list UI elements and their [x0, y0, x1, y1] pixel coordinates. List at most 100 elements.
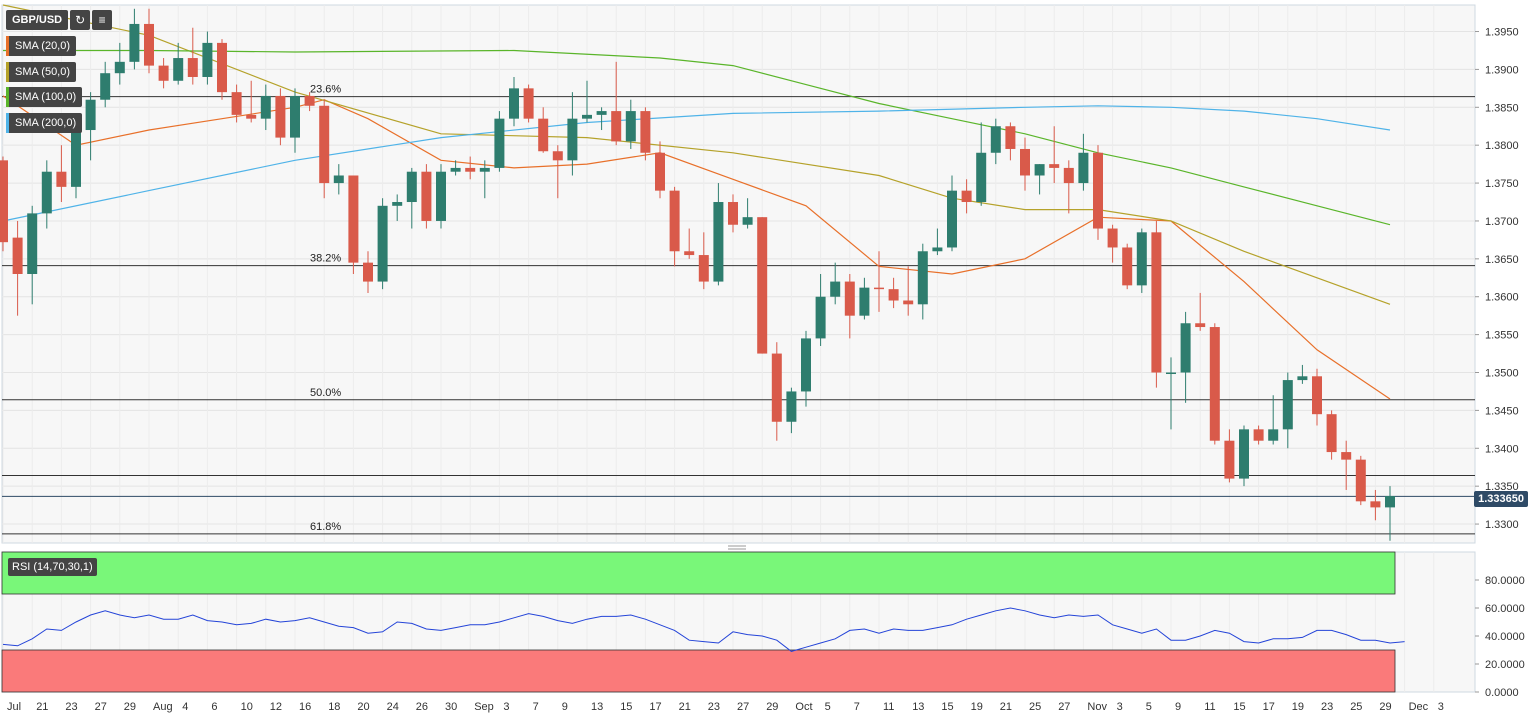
y-tick-label: 1.3450 — [1485, 405, 1519, 417]
indicators-icon[interactable]: ≡ — [92, 10, 113, 30]
candle-body — [786, 391, 797, 422]
candle — [1282, 372, 1293, 449]
candle-body — [1355, 459, 1366, 502]
rsi-label[interactable]: RSI (14,70,30,1) — [8, 558, 97, 576]
x-tick-label: 23 — [708, 701, 720, 713]
candle-body — [27, 213, 38, 274]
candle-body — [1195, 323, 1206, 328]
candle-body — [625, 111, 636, 142]
candle-body — [669, 190, 680, 252]
candle — [625, 99, 636, 149]
candle — [1312, 368, 1322, 426]
candle-body — [859, 287, 870, 316]
x-tick-label: 23 — [65, 701, 77, 713]
legend-sma-200[interactable]: SMA (200,0) — [6, 113, 83, 133]
x-tick-label: 25 — [1350, 701, 1362, 713]
candle — [947, 175, 957, 252]
rsi-overbought-zone — [1, 551, 1396, 595]
x-tick-label: 19 — [971, 701, 983, 713]
x-tick-label: 29 — [124, 701, 136, 713]
candle — [874, 251, 884, 312]
candle-body — [655, 152, 665, 191]
candle-body — [246, 114, 257, 119]
legend-sma-50[interactable]: SMA (50,0) — [6, 62, 77, 82]
candle-body — [1093, 152, 1103, 229]
candle — [333, 164, 344, 195]
candle — [1355, 455, 1366, 506]
x-tick-label: 3 — [1438, 701, 1444, 713]
x-tick-label: 30 — [445, 701, 457, 713]
candle — [771, 342, 782, 441]
candle-body — [319, 105, 330, 184]
candle-body — [129, 23, 140, 62]
candle — [144, 8, 154, 74]
candle — [465, 156, 476, 180]
candle-body — [874, 287, 884, 290]
candle — [523, 84, 534, 123]
x-tick-label: 26 — [416, 701, 428, 713]
x-tick-label: 7 — [533, 701, 539, 713]
candle — [1326, 410, 1337, 460]
candle-body — [1385, 496, 1395, 508]
x-tick-label: 27 — [737, 701, 749, 713]
sma-line — [2, 4, 1391, 305]
candle — [1151, 220, 1162, 388]
candle — [290, 88, 300, 153]
candle-body — [187, 58, 198, 77]
symbol-name[interactable]: GBP/USD — [6, 10, 69, 30]
candle-body — [1122, 247, 1133, 286]
candle-body — [1005, 126, 1016, 149]
candle-body — [1107, 228, 1118, 248]
symbol-toolbar: GBP/USD ↻ ≡ — [6, 10, 113, 30]
candle — [27, 205, 38, 305]
x-tick-label: 7 — [854, 701, 860, 713]
candle-body — [290, 95, 300, 138]
candle-body — [801, 338, 811, 392]
y-tick-label: 1.3950 — [1485, 27, 1519, 39]
candle-body — [1209, 327, 1220, 441]
candle-body — [406, 171, 417, 203]
candle — [450, 160, 461, 176]
candle — [85, 92, 96, 161]
y-tick-label: 1.3900 — [1485, 64, 1519, 76]
candle — [815, 274, 826, 346]
candle — [669, 186, 680, 267]
candle — [888, 277, 899, 309]
candle-body — [436, 171, 446, 221]
candle-body — [12, 237, 23, 274]
candle — [231, 84, 242, 123]
candle — [436, 164, 446, 229]
rsi-tick-label: 40.0000 — [1485, 631, 1525, 643]
legend-sma-20[interactable]: SMA (20,0) — [6, 36, 77, 56]
candle — [1005, 122, 1016, 161]
candle — [1239, 425, 1249, 487]
candle-body — [494, 118, 505, 168]
candle — [903, 266, 914, 316]
candle-body — [1034, 164, 1045, 176]
candle — [801, 330, 811, 407]
legend-sma-100[interactable]: SMA (100,0) — [6, 87, 83, 107]
x-tick-label: 4 — [182, 701, 188, 713]
candle — [844, 274, 855, 339]
candle-body — [1253, 429, 1264, 441]
rsi-oversold-zone — [1, 649, 1396, 693]
x-tick-label: 15 — [1233, 701, 1245, 713]
candle-body — [844, 281, 855, 316]
refresh-icon[interactable]: ↻ — [70, 10, 91, 30]
x-tick-label: 5 — [825, 701, 831, 713]
candle-body — [1282, 380, 1293, 430]
x-tick-label: Nov — [1087, 701, 1107, 713]
rsi-tick-label: 80.0000 — [1485, 575, 1525, 587]
candle-body — [932, 247, 943, 252]
candle-body — [231, 92, 242, 115]
candle-body — [611, 111, 622, 142]
candle — [304, 92, 315, 112]
candle — [1049, 126, 1060, 184]
legend-swatch — [6, 87, 9, 107]
candle — [158, 58, 169, 89]
candle — [260, 84, 271, 131]
candle — [406, 167, 417, 229]
y-tick-label: 1.3300 — [1485, 519, 1519, 531]
candle-body — [348, 175, 359, 263]
